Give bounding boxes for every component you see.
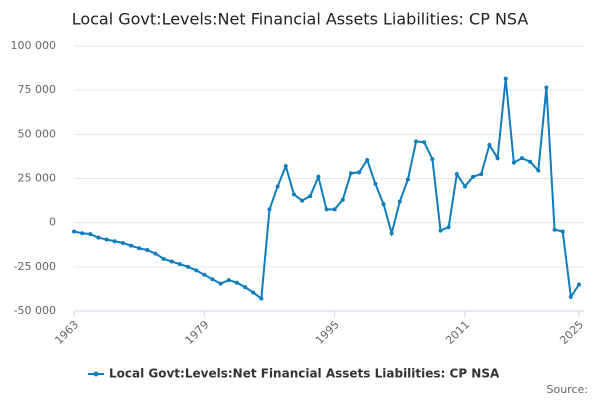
point <box>145 248 150 253</box>
point <box>454 172 459 177</box>
source: Source: <box>547 383 589 396</box>
point <box>495 156 500 161</box>
point <box>511 160 516 165</box>
point <box>316 174 321 179</box>
y-tick-label: 100 000 <box>11 39 57 52</box>
x-tick-label: 1979 <box>183 318 212 347</box>
point <box>129 243 134 248</box>
point <box>251 290 256 295</box>
point <box>462 184 467 189</box>
point <box>438 228 443 233</box>
y-tick-label: 0 <box>49 216 56 229</box>
point <box>300 198 305 203</box>
point <box>487 142 492 147</box>
point <box>202 272 207 277</box>
point <box>88 232 93 237</box>
point <box>120 240 125 245</box>
chart-title: Local Govt:Levels:Net Financial Assets L… <box>72 10 529 29</box>
point <box>308 194 313 199</box>
point <box>283 164 288 169</box>
point <box>210 277 215 282</box>
point <box>397 199 402 204</box>
point <box>153 251 158 256</box>
point <box>552 227 557 232</box>
point <box>373 181 378 186</box>
point <box>324 207 329 212</box>
point <box>80 231 85 236</box>
point <box>365 157 370 162</box>
point <box>389 231 394 236</box>
point <box>137 246 142 251</box>
point <box>471 174 476 179</box>
y-tick-label: 25 000 <box>18 172 57 185</box>
point <box>446 225 451 230</box>
point <box>104 237 109 242</box>
point <box>275 184 280 189</box>
y-tick-label: -50 000 <box>14 304 56 317</box>
x-tick-label: 1995 <box>313 318 342 347</box>
series-line <box>73 78 580 301</box>
point <box>218 281 223 286</box>
point <box>234 280 239 285</box>
y-tick-label: 75 000 <box>18 83 57 96</box>
point <box>169 259 174 264</box>
point <box>267 207 272 212</box>
point <box>405 177 410 182</box>
point <box>243 285 248 290</box>
x-tick-label: 2025 <box>557 318 586 347</box>
point <box>186 264 191 269</box>
point <box>348 171 353 176</box>
y-tick-label: -25 000 <box>14 260 56 273</box>
point <box>519 156 524 161</box>
point <box>332 207 337 212</box>
point <box>340 197 345 202</box>
point <box>259 296 264 301</box>
x-tick-label: 1963 <box>52 318 81 347</box>
point <box>430 157 435 162</box>
point <box>291 192 296 197</box>
point <box>177 262 182 267</box>
point <box>560 229 565 234</box>
point <box>479 172 484 177</box>
point <box>161 256 166 261</box>
point <box>536 168 541 173</box>
point <box>381 202 386 207</box>
point <box>96 235 101 240</box>
point <box>226 278 231 283</box>
x-tick-label: 2011 <box>443 318 472 347</box>
legend-marker <box>93 371 99 377</box>
point <box>503 76 508 81</box>
point <box>528 159 533 164</box>
point <box>568 294 573 299</box>
point <box>577 282 581 287</box>
y-tick-label: 50 000 <box>18 127 57 140</box>
point <box>544 85 549 90</box>
point <box>422 140 427 145</box>
point <box>357 170 362 175</box>
point <box>194 268 199 273</box>
point <box>112 239 117 244</box>
legend-label: Local Govt:Levels:Net Financial Assets L… <box>109 367 500 381</box>
point <box>414 139 419 144</box>
point <box>72 229 76 234</box>
